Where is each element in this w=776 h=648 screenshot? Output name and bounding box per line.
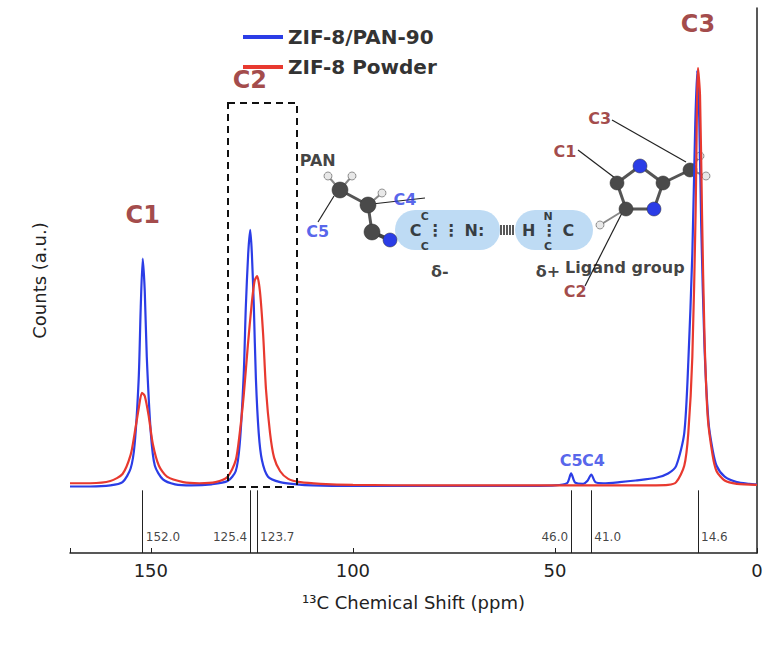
svg-text:46.0: 46.0 [541, 530, 568, 544]
svg-text:ZIF-8 Powder: ZIF-8 Powder [288, 55, 437, 79]
svg-text:125.4: 125.4 [213, 530, 247, 544]
svg-text:δ+: δ+ [536, 262, 560, 281]
svg-text:Counts (a.u.): Counts (a.u.) [29, 222, 50, 338]
svg-text:50: 50 [543, 560, 566, 581]
svg-text:C3: C3 [681, 10, 715, 38]
svg-text:C: C [420, 209, 429, 223]
svg-text:N: N [543, 209, 553, 223]
svg-text:C1: C1 [126, 201, 160, 229]
svg-text:Ligand group: Ligand group [565, 258, 685, 277]
svg-text:150: 150 [134, 560, 168, 581]
svg-text:C: C [421, 240, 429, 253]
svg-text:C1: C1 [554, 142, 577, 161]
svg-text:41.0: 41.0 [594, 530, 621, 544]
svg-text:PAN: PAN [300, 151, 336, 170]
svg-text:¹³C Chemical Shift (ppm): ¹³C Chemical Shift (ppm) [302, 592, 525, 613]
svg-text:δ-: δ- [431, 262, 449, 281]
svg-text:100: 100 [336, 560, 370, 581]
svg-text:C5: C5 [560, 451, 583, 470]
svg-text:14.6: 14.6 [701, 530, 728, 544]
svg-text:C2: C2 [564, 282, 587, 301]
svg-text:ZIF-8/PAN-90: ZIF-8/PAN-90 [288, 25, 434, 49]
svg-text:C2: C2 [233, 66, 267, 94]
svg-text:152.0: 152.0 [146, 530, 180, 544]
svg-text:C3: C3 [588, 109, 611, 128]
svg-text:123.7: 123.7 [260, 530, 294, 544]
svg-text:0: 0 [751, 560, 762, 581]
svg-text:C: C [544, 240, 552, 253]
svg-text:C5: C5 [306, 222, 329, 241]
svg-text:H ⋮ C: H ⋮ C [522, 221, 574, 240]
svg-text:C4: C4 [582, 451, 605, 470]
svg-text:C4: C4 [394, 190, 417, 209]
svg-text:C ⋮⋮ N:: C ⋮⋮ N: [410, 221, 485, 240]
